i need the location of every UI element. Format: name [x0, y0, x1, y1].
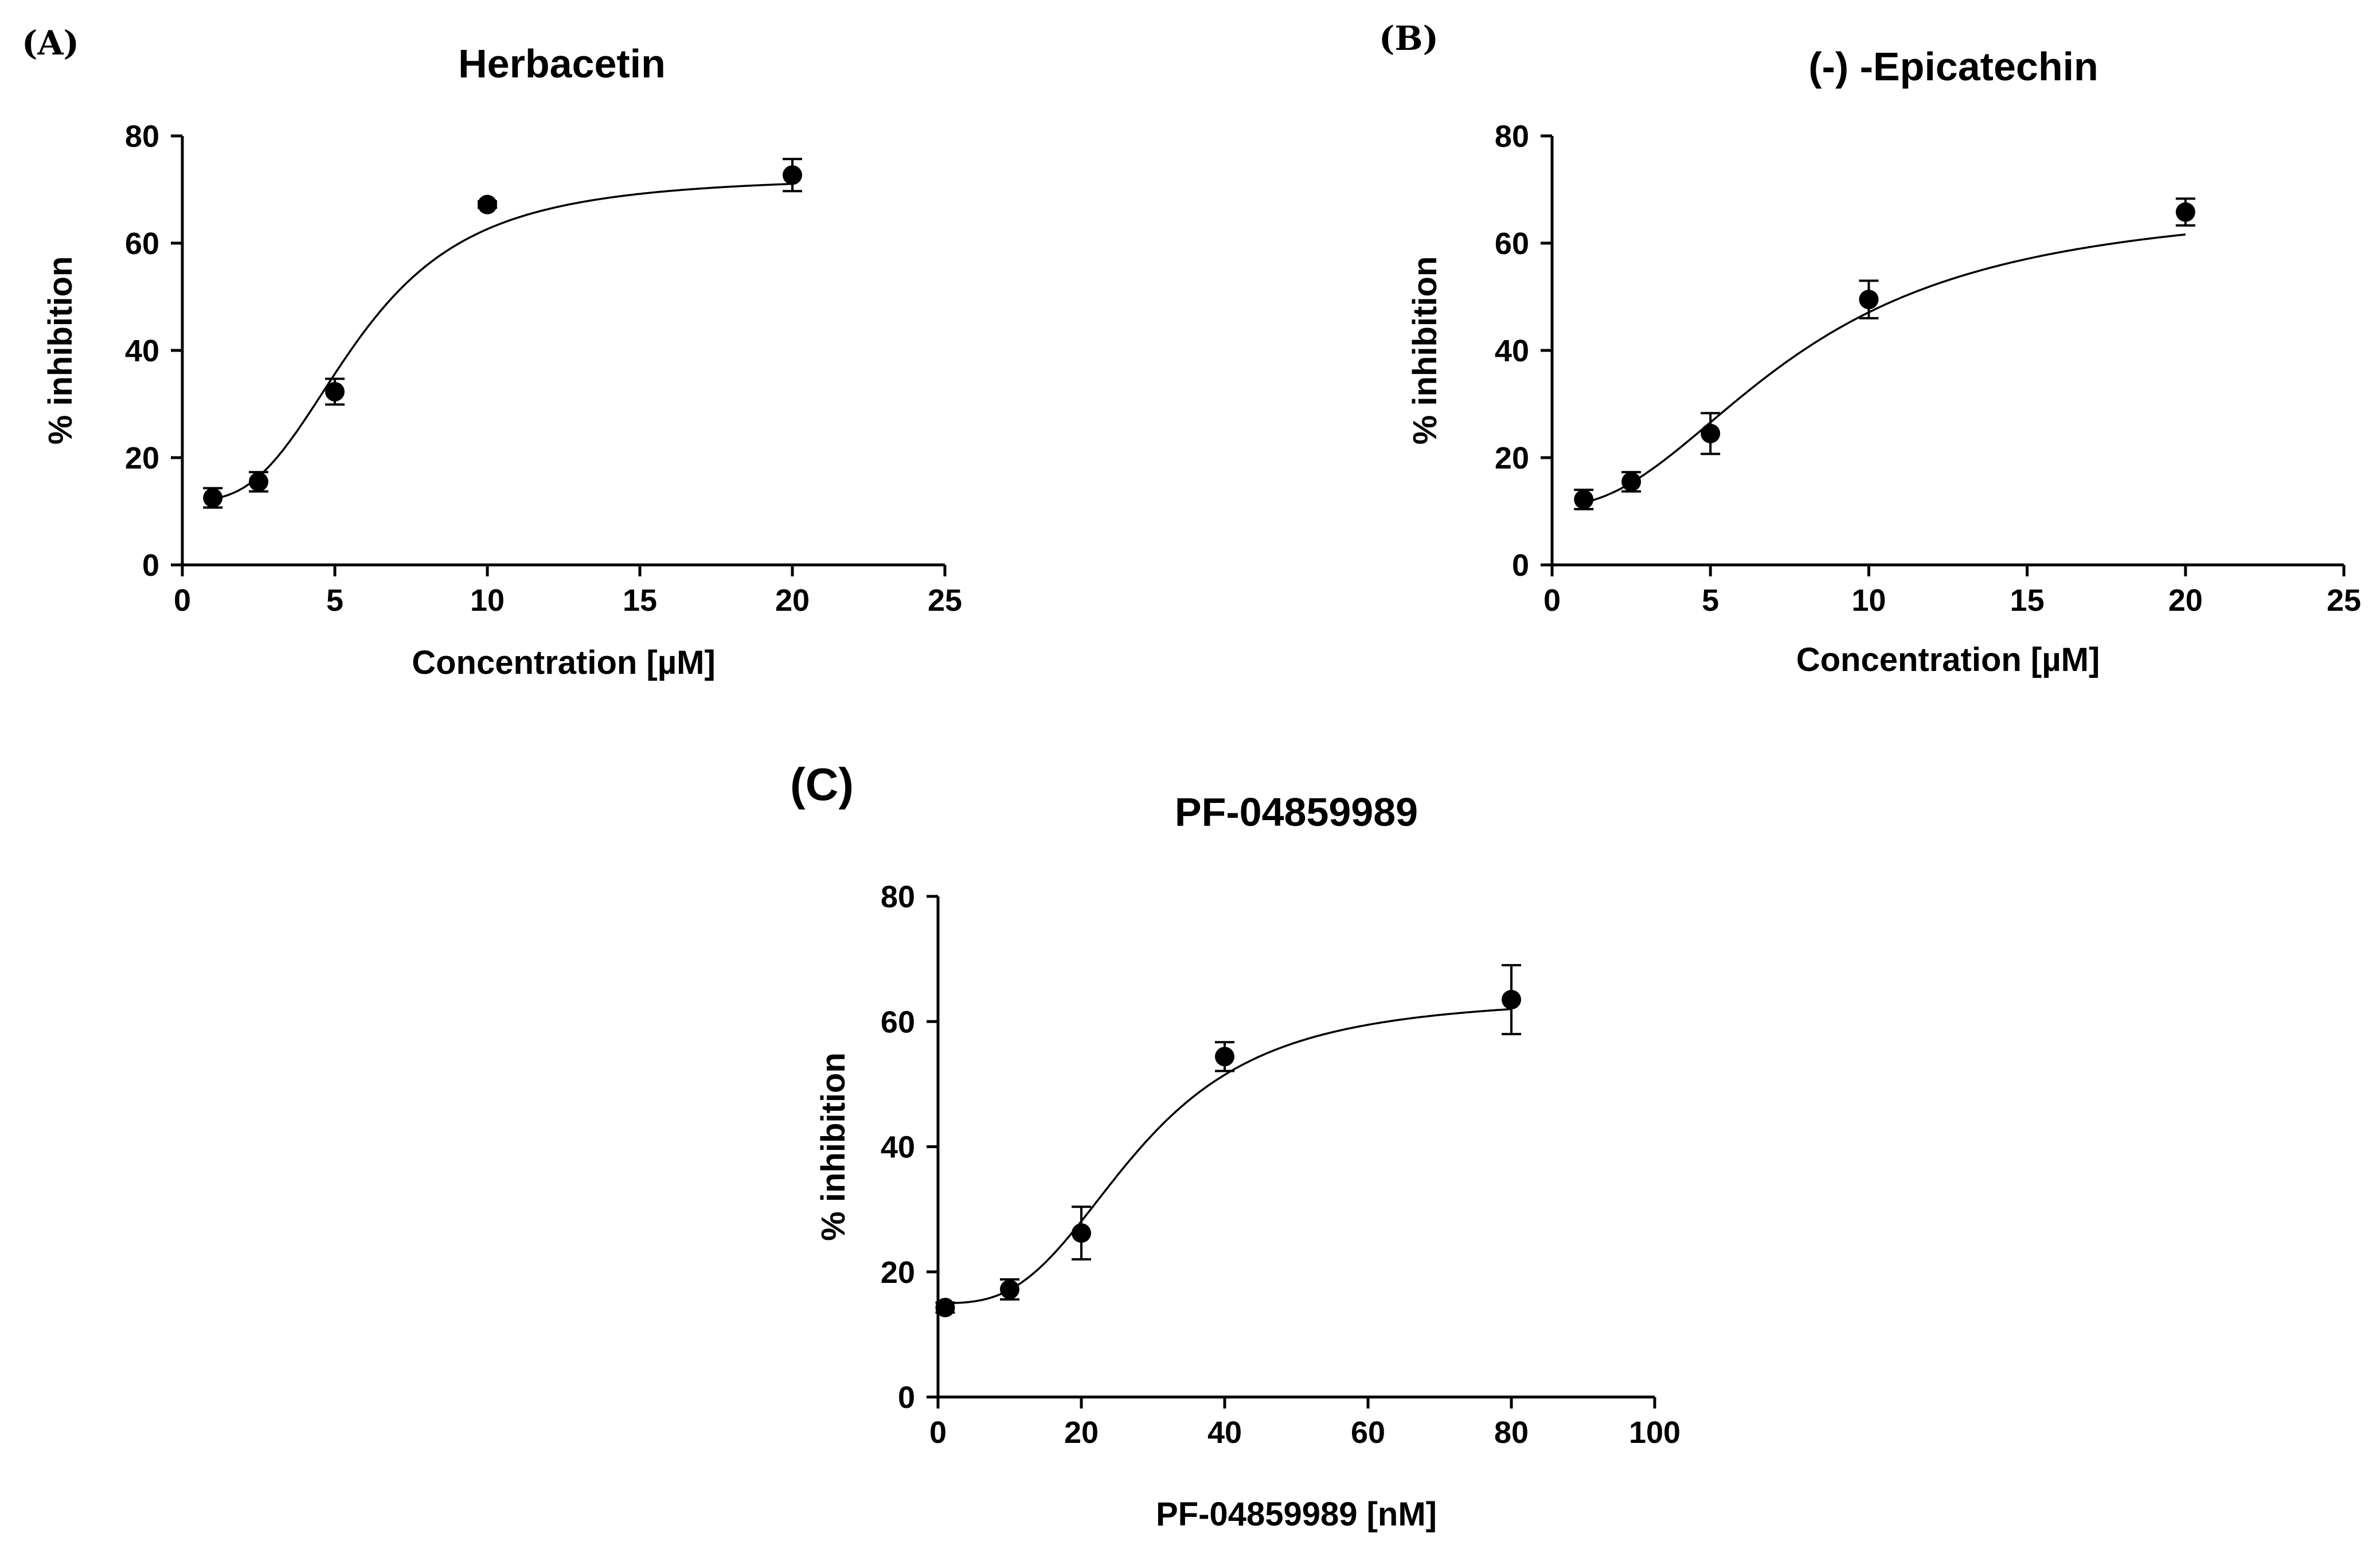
data-point [1859, 290, 1879, 310]
y-tick-label: 40 [881, 1130, 915, 1165]
data-point [1701, 423, 1721, 443]
y-tick-label: 60 [881, 1005, 915, 1039]
data-point [325, 381, 345, 401]
x-axis-label: Concentration [µM] [412, 644, 716, 681]
x-axis-label: Concentration [µM] [1796, 641, 2100, 678]
x-tick-label: 25 [928, 583, 962, 618]
y-tick-label: 80 [125, 119, 159, 154]
x-tick-label: 0 [929, 1415, 947, 1450]
data-point [1000, 1279, 1019, 1300]
x-tick-label: 5 [326, 583, 343, 618]
data-point [478, 194, 497, 214]
data-point [2175, 202, 2195, 222]
x-tick-label: 0 [174, 583, 191, 618]
x-tick-label: 100 [1629, 1415, 1681, 1450]
x-tick-label: 20 [775, 583, 810, 618]
y-tick-label: 0 [142, 548, 159, 583]
y-tick-label: 80 [881, 880, 915, 914]
chart-title: PF-04859989 [1175, 790, 1418, 834]
y-tick-label: 20 [1495, 441, 1529, 475]
x-tick-label: 15 [2010, 583, 2045, 618]
x-tick-label: 20 [2168, 583, 2203, 618]
x-tick-label: 25 [2327, 583, 2361, 618]
chart-title: (-) -Epicatechin [1808, 44, 2098, 89]
y-tick-label: 40 [1495, 334, 1529, 368]
data-point [935, 1297, 955, 1317]
x-tick-label: 0 [1543, 583, 1561, 618]
panel-label: (B) [1379, 19, 1439, 58]
y-axis-label: % inhibition [42, 256, 79, 445]
chart-title: Herbacetin [458, 41, 666, 86]
x-tick-label: 10 [1851, 583, 1886, 618]
y-tick-label: 60 [125, 227, 159, 261]
x-tick-label: 5 [1702, 583, 1719, 618]
y-tick-label: 40 [125, 334, 159, 368]
y-tick-label: 80 [1495, 119, 1529, 154]
panel-label: (A) [22, 24, 79, 63]
x-axis-label: PF-04859989 [nM] [1156, 1496, 1437, 1533]
x-tick-label: 20 [1064, 1415, 1099, 1450]
fit-curve [212, 182, 793, 500]
x-tick-label: 60 [1351, 1415, 1385, 1450]
y-tick-label: 0 [1512, 548, 1529, 583]
panel-b: (B) (-) -Epicatechin 0 5 10 15 20 25 0 20 40 60 80 Co… [1379, 19, 2361, 678]
y-tick-label: 0 [898, 1380, 915, 1415]
fit-curve [1583, 233, 2186, 504]
panel-a: (A) Herbacetin 0 5 10 15 20 25 0 20 40 60 80 Concentr… [22, 24, 962, 681]
y-axis-label: % inhibition [1406, 256, 1444, 445]
x-tick-label: 15 [623, 583, 657, 618]
y-axis-label: % inhibition [815, 1052, 852, 1241]
x-tick-label: 80 [1494, 1415, 1529, 1450]
data-point [1621, 472, 1642, 492]
data-point [1574, 489, 1594, 509]
y-tick-label: 20 [125, 441, 159, 475]
data-point [783, 165, 802, 185]
panel-c: (C) PF-04859989 0 20 40 60 80 100 0 20 40 60 80 PF-04… [790, 759, 1681, 1533]
x-tick-label: 10 [470, 583, 505, 618]
data-point [1502, 990, 1521, 1010]
y-tick-label: 20 [881, 1255, 915, 1290]
data-point [203, 488, 223, 508]
data-point [1072, 1223, 1091, 1243]
x-tick-label: 40 [1207, 1415, 1242, 1450]
data-point [249, 472, 268, 492]
fit-curve [945, 1008, 1512, 1305]
data-point [1215, 1047, 1234, 1067]
y-tick-label: 60 [1495, 227, 1529, 261]
panel-label: (C) [790, 759, 854, 810]
